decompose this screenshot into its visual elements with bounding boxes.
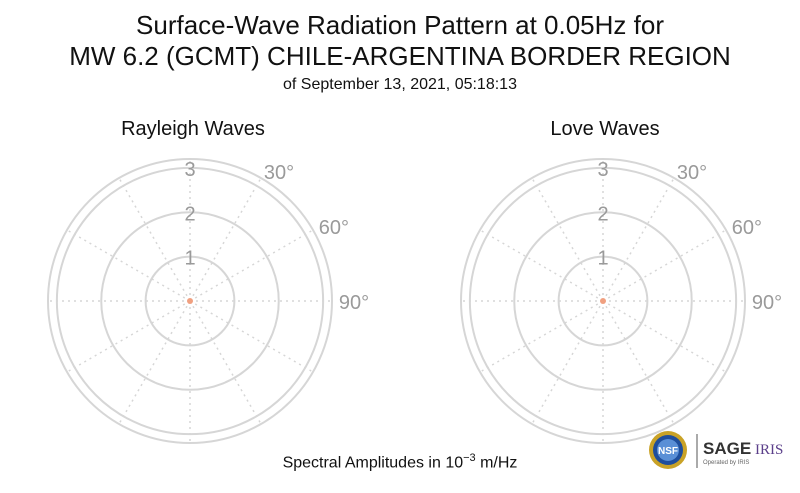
nsf-logo: NSF: [649, 431, 687, 469]
rayleigh-r-tick-label: 2: [184, 203, 195, 225]
rayleigh-outer-ring: [47, 158, 333, 444]
units-exponent: −3: [463, 452, 476, 464]
love-subplot-title: Love Waves: [550, 118, 660, 140]
love-theta-tick-label: 60°: [732, 217, 762, 239]
love-theta-tick-label: 30°: [677, 162, 707, 184]
chart-title-event: MW 6.2 (GCMT) CHILE-ARGENTINA BORDER REG…: [69, 41, 731, 71]
nsf-logo-text: NSF: [658, 446, 678, 457]
chart-title: Surface-Wave Radiation Pattern at 0.05Hz…: [136, 10, 664, 40]
love-r-tick-label: 3: [597, 159, 608, 181]
love-spoke: [531, 177, 604, 302]
love-spoke: [602, 300, 675, 425]
rayleigh-theta-tick-label: 90°: [339, 292, 369, 314]
love-ring: [513, 211, 693, 391]
sage-iris-logo: SAGE IRIS Operated by IRIS: [696, 434, 783, 468]
rayleigh-r-tick-label: 1: [184, 248, 195, 270]
love-spoke: [479, 229, 604, 302]
love-spoke: [602, 229, 727, 302]
love-r-tick-label: 2: [597, 203, 608, 225]
rayleigh-spoke: [66, 229, 191, 302]
love-r-tick-label: 1: [597, 248, 608, 270]
love-data-point: [600, 298, 606, 304]
love-spoke: [602, 300, 727, 373]
love-spoke: [531, 300, 604, 425]
rayleigh-theta-tick-label: 60°: [319, 217, 349, 239]
rayleigh-spoke: [189, 229, 314, 302]
love-outer-ring: [460, 158, 746, 444]
rayleigh-ring: [55, 166, 325, 436]
iris-logo-text: IRIS: [755, 442, 783, 458]
rayleigh-spoke: [66, 300, 191, 373]
rayleigh-spoke: [189, 300, 314, 373]
rayleigh-spoke: [189, 177, 262, 302]
rayleigh-theta-tick-label: 30°: [264, 162, 294, 184]
rayleigh-ring: [144, 255, 236, 347]
love-spoke: [602, 177, 675, 302]
amplitude-units-label: Spectral Amplitudes in 10−3 m/Hz: [282, 452, 518, 472]
rayleigh-r-tick-label: 3: [184, 159, 195, 181]
rayleigh-spoke: [189, 300, 262, 425]
rayleigh-spoke: [118, 177, 191, 302]
love-spoke: [479, 300, 604, 373]
sage-logo-text: SAGE: [703, 439, 751, 458]
love-theta-tick-label: 90°: [752, 292, 782, 314]
rayleigh-ring: [100, 211, 280, 391]
operated-by-text: Operated by IRIS: [703, 460, 749, 466]
love-ring: [468, 166, 738, 436]
rayleigh-spoke: [118, 300, 191, 425]
love-ring: [557, 255, 649, 347]
rayleigh-data-point: [187, 298, 193, 304]
chart-subtitle-date: of September 13, 2021, 05:18:13: [283, 76, 517, 93]
rayleigh-subplot-title: Rayleigh Waves: [121, 118, 265, 140]
